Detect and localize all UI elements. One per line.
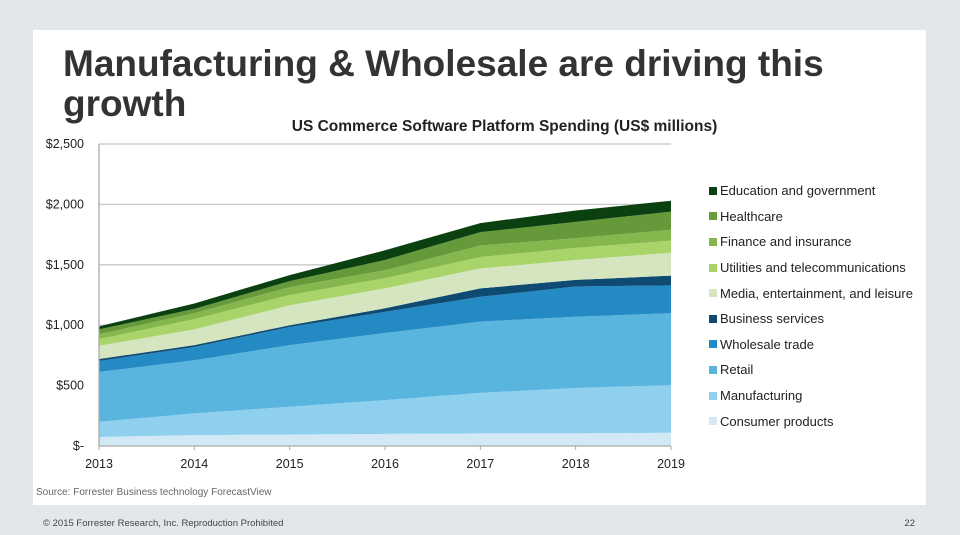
area-consumer-products [99, 432, 671, 446]
legend-item: Utilities and telecommunications [709, 255, 913, 281]
legend-label: Business services [720, 311, 825, 327]
legend-item: Retail [709, 357, 913, 383]
x-tick-label: 2017 [466, 457, 494, 471]
legend-swatch [709, 289, 717, 298]
legend-swatch [709, 186, 717, 195]
legend-label: Education and government [720, 183, 876, 199]
area-business-services [99, 275, 671, 361]
area-education-and-government [99, 200, 671, 330]
legend-item: Manufacturing [709, 383, 913, 409]
legend-swatch [709, 314, 717, 323]
x-tick-label: 2015 [276, 457, 304, 471]
legend-swatch [709, 263, 717, 272]
x-tick-label: 2018 [562, 457, 590, 471]
legend-label: Healthcare [720, 208, 783, 224]
legend-swatch [709, 417, 717, 426]
y-tick-label: $2,000 [46, 197, 84, 211]
area-utilities-and-telecommunications [99, 240, 671, 346]
legend-label: Wholesale trade [720, 336, 814, 352]
legend-item: Consumer products [709, 408, 913, 434]
legend-item: Business services [709, 306, 913, 332]
page-number: 22 [904, 518, 915, 529]
legend-label: Manufacturing [720, 388, 803, 404]
legend-label: Media, entertainment, and leisure [720, 285, 913, 301]
legend-item: Wholesale trade [709, 332, 913, 358]
x-tick-label: 2014 [180, 457, 208, 471]
y-tick-label: $- [73, 439, 84, 453]
area-retail [99, 313, 671, 422]
legend-item: Education and government [709, 178, 913, 204]
legend-swatch [709, 340, 717, 349]
y-tick-label: $1,000 [46, 318, 84, 332]
legend-swatch [709, 212, 717, 221]
y-tick-label: $2,500 [46, 137, 84, 151]
legend-item: Media, entertainment, and leisure [709, 280, 913, 306]
area-media-entertainment-and-leisure [99, 252, 671, 360]
copyright-footer: © 2015 Forrester Research, Inc. Reproduc… [43, 518, 284, 529]
legend-item: Finance and insurance [709, 229, 913, 255]
legend-swatch [709, 365, 717, 374]
legend-swatch [709, 391, 717, 400]
x-tick-label: 2019 [657, 457, 685, 471]
legend-label: Retail [720, 362, 754, 378]
y-tick-label: $1,500 [46, 258, 84, 272]
slide-title: Manufacturing & Wholesale are driving th… [63, 43, 824, 124]
legend-label: Finance and insurance [720, 234, 852, 250]
y-tick-label: $500 [56, 379, 84, 393]
legend-label: Utilities and telecommunications [720, 260, 906, 276]
chart-title: US Commerce Software Platform Spending (… [291, 118, 718, 135]
area-finance-and-insurance [99, 229, 671, 340]
legend-label: Consumer products [720, 413, 834, 429]
source-note: Source: Forrester Business technology Fo… [36, 487, 272, 498]
x-tick-label: 2016 [371, 457, 399, 471]
area-manufacturing [99, 384, 671, 437]
area-healthcare [99, 211, 671, 335]
chart-legend: Education and government Healthcare Financ… [709, 178, 913, 434]
legend-swatch [709, 237, 717, 246]
area-wholesale-trade [99, 285, 671, 372]
legend-item: Healthcare [709, 204, 913, 230]
x-tick-label: 2013 [85, 457, 113, 471]
